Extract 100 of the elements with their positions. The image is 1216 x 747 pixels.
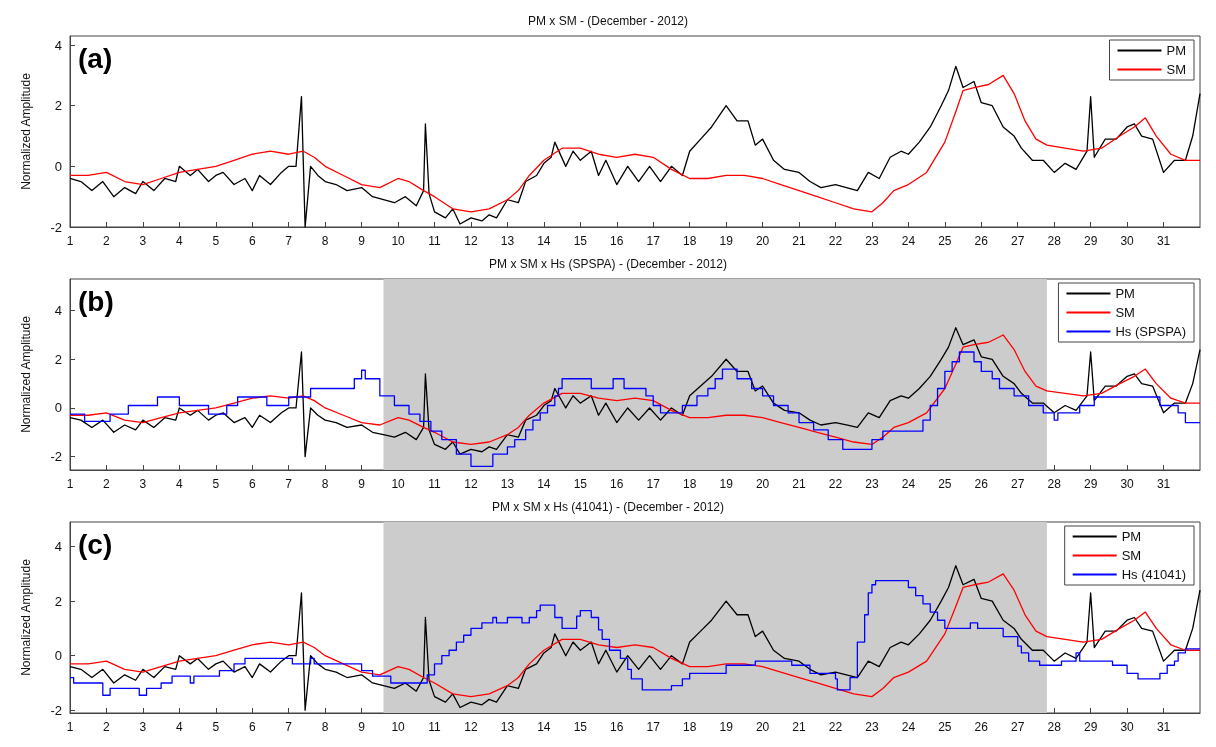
x-tick-label: 5 [212, 234, 220, 248]
x-tick-label: 28 [1047, 234, 1062, 248]
x-tick-label: 21 [792, 720, 807, 734]
x-tick-label: 25 [938, 720, 952, 734]
x-tick-label: 11 [428, 477, 442, 491]
x-tick-label: 23 [865, 720, 879, 734]
x-tick-label: 12 [464, 234, 478, 248]
x-tick-label: 1 [66, 720, 74, 734]
y-tick-label: 4 [54, 37, 62, 53]
x-tick-label: 25 [938, 477, 952, 491]
x-tick-label: 29 [1083, 477, 1098, 491]
x-tick-label: 20 [755, 234, 770, 248]
x-tick-label: 9 [358, 477, 366, 491]
x-tick-label: 13 [500, 234, 515, 248]
x-tick-label: 12 [464, 477, 478, 491]
x-tick-label: 13 [500, 720, 515, 734]
x-tick-label: 18 [683, 720, 697, 734]
x-tick-label: 12 [464, 720, 478, 734]
x-tick-label: 8 [321, 477, 329, 491]
x-tick-label: 27 [1011, 234, 1025, 248]
x-tick-label: 18 [683, 234, 697, 248]
x-tick-label: 3 [139, 234, 147, 248]
x-tick-label: 6 [248, 477, 256, 491]
x-tick-label: 21 [792, 477, 807, 491]
x-tick-label: 27 [1011, 720, 1025, 734]
x-tick-label: 31 [1156, 234, 1171, 248]
legend-label: SM [1166, 62, 1186, 77]
y-tick-label: 2 [54, 98, 62, 114]
x-tick-label: 26 [974, 234, 989, 248]
y-tick-label: 4 [54, 303, 62, 319]
x-tick-label: 14 [537, 720, 551, 734]
x-tick-label: 5 [212, 477, 220, 491]
x-tick-label: 15 [573, 477, 588, 491]
legend-label: PM [1166, 43, 1186, 58]
legend-label: Hs (41041) [1121, 567, 1186, 582]
x-tick-label: 16 [610, 234, 624, 248]
x-tick-label: 16 [610, 477, 624, 491]
chart-title: PM x SM - (December - 2012) [527, 14, 689, 28]
x-tick-label: 16 [610, 720, 624, 734]
y-tick-label: -2 [50, 449, 62, 465]
y-tick-label: 0 [54, 648, 62, 664]
y-tick-label: -2 [50, 702, 62, 718]
y-axis-title: Normalized Amplitude [19, 558, 33, 676]
x-tick-label: 9 [358, 720, 366, 734]
x-tick-label: 26 [974, 477, 989, 491]
annotation: (c) [78, 528, 113, 560]
legend-label: SM [1121, 548, 1142, 563]
x-tick-label: 8 [321, 720, 329, 734]
x-tick-label: 3 [139, 720, 147, 734]
x-tick-label: 13 [500, 477, 515, 491]
annotation: (b) [78, 285, 114, 317]
x-tick-label: 26 [974, 720, 989, 734]
x-tick-label: 30 [1120, 234, 1135, 248]
x-tick-label: 17 [646, 720, 661, 734]
x-tick-label: 7 [285, 720, 293, 734]
x-tick-label: 5 [212, 720, 220, 734]
x-tick-label: 19 [719, 477, 734, 491]
y-tick-label: 2 [54, 593, 62, 609]
x-tick-label: 17 [646, 234, 661, 248]
x-tick-label: 8 [321, 234, 329, 248]
y-axis-title: Normalized Amplitude [19, 72, 33, 190]
x-tick-label: 31 [1156, 720, 1171, 734]
legend-label: SM [1115, 305, 1135, 320]
y-tick-label: 0 [54, 158, 62, 174]
x-tick-label: 28 [1047, 720, 1062, 734]
x-tick-label: 29 [1083, 720, 1098, 734]
x-tick-label: 19 [719, 720, 734, 734]
x-tick-label: 24 [901, 477, 916, 491]
x-tick-label: 23 [865, 477, 879, 491]
x-tick-label: 18 [683, 477, 697, 491]
x-tick-label: 7 [285, 234, 293, 248]
x-tick-label: 11 [428, 720, 442, 734]
x-tick-label: 31 [1156, 477, 1171, 491]
x-tick-label: 29 [1083, 234, 1098, 248]
y-tick-label: 4 [54, 539, 62, 555]
x-tick-label: 22 [828, 720, 843, 734]
y-tick-label: -2 [50, 219, 62, 235]
x-tick-label: 28 [1047, 477, 1062, 491]
x-tick-label: 6 [248, 234, 256, 248]
x-tick-label: 22 [828, 477, 843, 491]
x-tick-label: 6 [248, 720, 256, 734]
x-tick-label: 30 [1120, 477, 1135, 491]
x-tick-label: 10 [391, 720, 406, 734]
x-tick-label: 11 [428, 234, 442, 248]
legend-label: Hs (SPSPA) [1115, 324, 1187, 339]
x-tick-label: 24 [901, 720, 916, 734]
x-tick-label: 23 [865, 234, 879, 248]
x-tick-label: 2 [103, 234, 111, 248]
x-tick-label: 9 [358, 234, 366, 248]
x-tick-label: 15 [573, 720, 588, 734]
x-tick-label: 4 [176, 720, 184, 734]
x-tick-label: 2 [103, 720, 111, 734]
x-tick-label: 14 [537, 477, 551, 491]
annotation: (a) [78, 42, 113, 74]
x-tick-label: 2 [103, 477, 111, 491]
chart-title: PM x SM x Hs (SPSPA) - (December - 2012) [489, 257, 727, 271]
x-tick-label: 30 [1120, 720, 1135, 734]
x-tick-label: 14 [537, 234, 551, 248]
legend-label: PM [1121, 529, 1142, 544]
x-tick-label: 10 [391, 234, 406, 248]
